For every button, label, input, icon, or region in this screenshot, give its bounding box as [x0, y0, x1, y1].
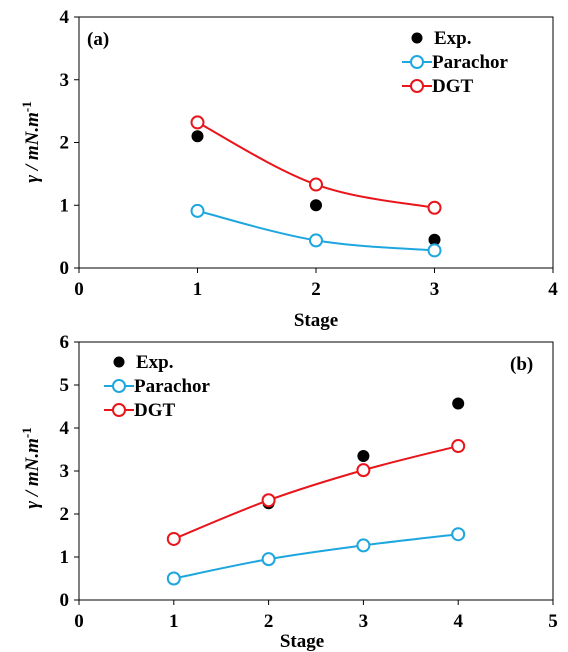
dgt-series-line: [173, 445, 459, 540]
panel-label-b: (b): [510, 354, 533, 375]
y-axis-label-sup-b: -1: [19, 427, 34, 438]
dgt-data-point: [166, 531, 181, 546]
parachor-data-point: [309, 233, 323, 248]
parachor-data-point: [427, 243, 442, 258]
x-tick-label: 4: [548, 279, 558, 300]
exp-data-point: [357, 449, 370, 462]
legend-dgt-label: DGT: [134, 400, 176, 421]
y-axis-label-text-b: γ / mN.m: [22, 438, 43, 509]
y-tick-label: 3: [60, 70, 70, 91]
y-tick-label: 2: [60, 133, 70, 154]
exp-data-point: [191, 130, 204, 143]
x-tick-label: 3: [430, 279, 440, 300]
dgt-data-point: [309, 177, 323, 192]
y-tick-label: 1: [60, 547, 70, 568]
chart-panel-a: (a) Stage γ / mN.m-1 0 1 2 3 4 0 1 2 3 4 Exp. Para…: [19, 7, 558, 331]
legend-dgt-marker: [410, 79, 424, 93]
legend-a: Exp. Parachor DGT: [402, 28, 509, 97]
panel-label-a: (a): [87, 29, 109, 50]
x-tick-label: 3: [359, 611, 369, 632]
x-tick-label: 0: [74, 279, 84, 300]
legend-parachor-marker: [112, 379, 126, 393]
y-tick-label: 4: [60, 7, 70, 28]
legend-exp-marker: [411, 32, 423, 44]
parachor-data-point: [356, 538, 371, 553]
x-tick-label: 5: [548, 611, 558, 632]
x-axis-label-b: Stage: [280, 631, 324, 652]
y-tick-label: 3: [60, 461, 70, 482]
y-tick-label: 0: [60, 258, 70, 279]
parachor-data-point: [261, 552, 276, 567]
parachor-data-point: [451, 527, 466, 542]
y-tick-label: 0: [60, 590, 70, 611]
x-tick-label: 2: [264, 611, 274, 632]
parachor-data-point: [166, 571, 181, 586]
y-tick-label: 5: [60, 375, 70, 396]
legend-parachor-label: Parachor: [134, 376, 211, 397]
legend-exp-marker: [113, 356, 125, 368]
dgt-data-point: [451, 439, 466, 454]
y-axis-label-text-a: γ / mN.m: [22, 112, 43, 183]
y-tick-label: 6: [60, 332, 70, 353]
dgt-data-point: [356, 463, 371, 478]
legend-dgt-marker: [112, 403, 126, 417]
dgt-data-point: [261, 493, 276, 508]
parachor-series-line: [173, 533, 459, 580]
x-axis-label-a: Stage: [294, 310, 338, 331]
legend-dgt-label: DGT: [432, 76, 474, 97]
y-tick-label: 4: [60, 418, 70, 439]
y-tick-label: 2: [60, 504, 70, 525]
exp-data-point: [310, 199, 322, 212]
x-tick-label: 1: [193, 279, 203, 300]
dgt-data-point: [427, 200, 442, 215]
legend-b: Exp. Parachor DGT: [104, 352, 211, 421]
x-tick-label: 4: [453, 611, 463, 632]
legend-parachor-label: Parachor: [432, 52, 509, 73]
y-axis-label-a: γ / mN.m-1: [19, 101, 43, 183]
dgt-data-point: [190, 115, 205, 130]
y-tick-label: 1: [60, 195, 70, 216]
parachor-data-point: [190, 203, 205, 218]
chart-panel-b: (b) Stage γ / mN.m-1 0 1 2 3 4 5 0 1 2 3 4 5 6 Exp. P…: [19, 332, 558, 652]
y-axis-label-sup-a: -1: [19, 101, 34, 112]
legend-parachor-marker: [410, 55, 424, 69]
legend-exp-label: Exp.: [434, 28, 472, 49]
x-tick-label: 0: [74, 611, 84, 632]
y-axis-label-b: γ / mN.m-1: [19, 427, 43, 509]
x-tick-label: 1: [169, 611, 179, 632]
exp-data-point: [452, 397, 465, 410]
legend-exp-label: Exp.: [136, 352, 174, 373]
dgt-series-line: [197, 121, 435, 209]
x-tick-label: 2: [311, 279, 321, 300]
